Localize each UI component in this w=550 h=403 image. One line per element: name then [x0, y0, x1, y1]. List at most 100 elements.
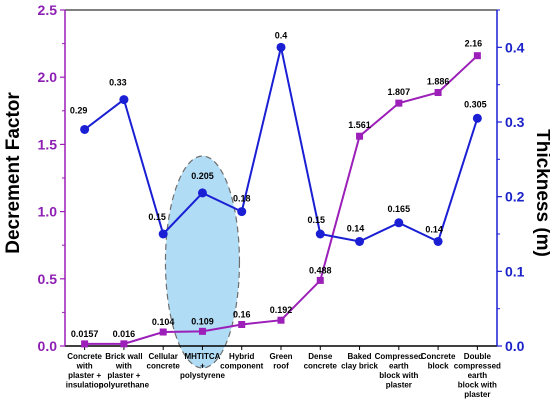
category-label-line: Double	[464, 352, 492, 361]
decrement-factor-label: 2.16	[465, 39, 483, 49]
right-tick-label: 0.4	[505, 39, 525, 55]
category-label: MHTITCA + polystyrene	[180, 352, 225, 380]
thickness-point	[355, 236, 365, 246]
thickness-label: 0.165	[388, 204, 411, 214]
category-label-line: Compressed	[375, 352, 424, 361]
category-label-line: block	[428, 362, 449, 371]
category-label-line: Concrete	[67, 352, 102, 361]
thickness-point	[472, 113, 482, 123]
decrement-factor-point	[277, 316, 285, 324]
thickness-label: 0.4	[275, 30, 288, 40]
category-label-line: Dense	[308, 352, 333, 361]
thickness-point	[119, 95, 129, 105]
left-tick-label: 1.5	[38, 136, 58, 152]
category-label-line: component	[220, 362, 263, 371]
highlight-ellipse	[164, 155, 241, 369]
category-label-line: block with	[458, 381, 497, 390]
category-label: Dense concrete	[304, 352, 338, 371]
decrement-factor-label: 0.109	[191, 316, 214, 326]
category-label-line: with	[76, 362, 93, 371]
decrement-factor-point	[159, 328, 167, 336]
left-tick-label: 1.0	[38, 204, 58, 220]
right-axis-title: Thickness (m)	[532, 129, 550, 257]
thickness-label: 0.305	[464, 99, 487, 109]
decrement-factor-point	[238, 320, 246, 328]
decrement-factor-line	[84, 54, 479, 345]
decrement-factor-point	[473, 52, 481, 60]
category-label-line: polystyrene	[180, 371, 225, 380]
category-label-line: block with	[379, 371, 418, 380]
decrement-factor-point	[120, 340, 128, 348]
decrement-factor-label: 0.192	[270, 305, 293, 315]
decrement-factor-point	[356, 132, 364, 140]
category-label-line: +	[200, 362, 205, 371]
category-label-line: Cellular	[149, 352, 178, 361]
category-label-line: concrete	[147, 362, 181, 371]
category-label-line: Green	[269, 352, 292, 361]
category-label-line: Baked	[348, 352, 372, 361]
category-label-line: Hybrid	[229, 352, 254, 361]
category-label-line: plaster +	[107, 371, 140, 380]
category-label-line: earth	[468, 371, 488, 380]
right-tick-label: 0.0	[505, 338, 525, 354]
category-label-line: clay brick	[341, 362, 378, 371]
thickness-point	[315, 229, 325, 239]
thickness-point	[276, 42, 286, 52]
left-tick-label: 2.0	[38, 69, 58, 85]
thickness-label: 0.18	[233, 194, 251, 204]
decrement-factor-label: 0.0157	[71, 329, 99, 339]
category-label: Concrete with plaster + insulation	[66, 352, 104, 390]
thickness-point	[80, 124, 90, 134]
decrement-factor-point	[434, 89, 442, 97]
decrement-factor-point	[81, 340, 89, 348]
decrement-factor-point	[198, 327, 206, 335]
category-label-line: plaster	[386, 381, 412, 390]
decrement-factor-label: 1.886	[427, 77, 450, 87]
decrement-factor-label: 0.104	[152, 317, 175, 327]
decrement-factor-label: 1.561	[348, 120, 371, 130]
category-label: Brick wall with plaster + polyurethane	[99, 352, 150, 390]
decrement-factor-label: 1.807	[388, 87, 411, 97]
decrement-factor-point	[316, 276, 324, 284]
category-label-line: plaster	[464, 390, 490, 399]
right-tick-label: 0.1	[505, 263, 525, 279]
left-tick-label: 0.5	[38, 271, 58, 287]
category-label: Baked clay brick	[341, 352, 378, 371]
decrement-factor-label: 0.16	[233, 309, 251, 319]
category-label-line: earth	[389, 362, 409, 371]
thickness-label: 0.29	[70, 105, 88, 115]
right-tick-label: 0.3	[505, 114, 525, 130]
category-label: Hybrid component	[220, 352, 263, 371]
category-label-line: compressed	[454, 362, 501, 371]
category-label: Cellular concrete	[147, 352, 181, 371]
thickness-point	[394, 218, 404, 228]
thickness-label: 0.205	[191, 171, 214, 181]
thickness-point	[197, 188, 207, 198]
thickness-point	[433, 236, 443, 246]
category-label-line: plaster +	[68, 371, 101, 380]
category-label-line: Brick wall	[105, 352, 142, 361]
thickness-label: 0.15	[308, 215, 326, 225]
thickness-line	[84, 47, 479, 243]
thickness-label: 0.15	[148, 212, 166, 222]
category-label-line: insulation	[66, 381, 104, 390]
category-label-line: roof	[273, 362, 289, 371]
left-tick-label: 0.0	[38, 338, 58, 354]
thickness-label: 0.14	[347, 223, 365, 233]
decrement-factor-point	[395, 99, 403, 107]
category-label-line: concrete	[304, 362, 338, 371]
thickness-point	[158, 229, 168, 239]
left-tick-label: 2.5	[38, 2, 58, 18]
thickness-point	[237, 207, 247, 217]
right-tick-label: 0.2	[505, 189, 525, 205]
category-label: Double compressed earth block with plaster	[454, 352, 501, 399]
category-label: Compressed earth block with plaster	[375, 352, 424, 390]
category-label-line: with	[115, 362, 132, 371]
thickness-label: 0.14	[425, 224, 443, 234]
category-label: Concrete block	[421, 352, 456, 371]
category-label-line: Concrete	[421, 352, 456, 361]
category-label-line: MHTITCA	[184, 352, 220, 361]
category-label: Green roof	[269, 352, 292, 371]
decrement-factor-label: 0.488	[309, 265, 332, 275]
